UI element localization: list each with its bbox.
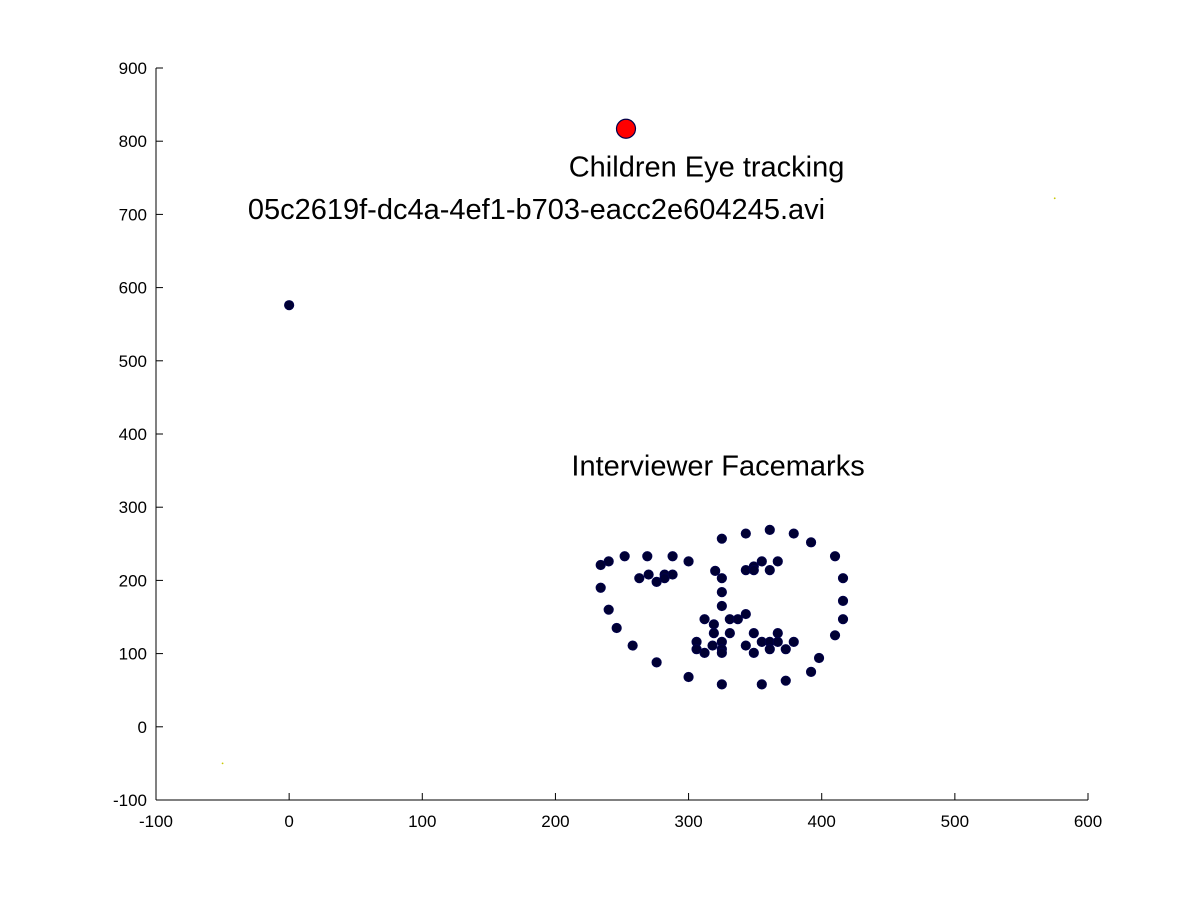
- facemark-point: [740, 528, 751, 539]
- x-tick-label: 0: [284, 812, 293, 831]
- x-tick-label: 400: [808, 812, 836, 831]
- x-ticks: -100 0 100 200 300 400 500 600: [139, 793, 1102, 831]
- facemark-point: [829, 551, 841, 562]
- facemark-point: [748, 647, 759, 658]
- facemark-point: [829, 630, 841, 641]
- facemark-point: [716, 647, 727, 658]
- eye-tracking-label: Children Eye tracking: [569, 151, 845, 183]
- facemark-point: [699, 647, 710, 658]
- facemark-point: [716, 533, 727, 544]
- x-tick-label: 500: [941, 812, 969, 831]
- facemark-point: [716, 600, 727, 612]
- facemark-point: [699, 614, 710, 625]
- facemark-point: [642, 551, 653, 562]
- y-tick-label: 800: [119, 132, 147, 151]
- y-tick-label: 400: [119, 425, 147, 444]
- facemark-point: [634, 573, 645, 584]
- y-tick-label: 600: [119, 279, 147, 298]
- facemark-point: [603, 604, 614, 615]
- annotations: Children Eye tracking 05c2619f-dc4a-4ef1…: [248, 151, 865, 482]
- facemark-point: [837, 573, 849, 584]
- facemark-point: [764, 644, 775, 655]
- facemark-point: [667, 569, 678, 580]
- outlier-point: [1053, 197, 1056, 200]
- facemark-point: [710, 565, 721, 576]
- facemark-point: [805, 537, 817, 548]
- facemark-point: [595, 582, 606, 593]
- facemark-point: [284, 300, 295, 311]
- facemark-point: [611, 622, 622, 634]
- facemark-point: [756, 679, 767, 690]
- facemark-point: [780, 675, 791, 686]
- facemark-point: [643, 569, 654, 580]
- facemark-point: [716, 573, 727, 584]
- facemark-point: [748, 628, 759, 639]
- video-filename-label: 05c2619f-dc4a-4ef1-b703-eacc2e604245.avi: [248, 194, 825, 226]
- facemark-point: [603, 556, 614, 567]
- facemark-point: [764, 524, 775, 535]
- facemark-point: [716, 587, 727, 598]
- facemark-point: [772, 556, 783, 567]
- facemark-point: [813, 652, 825, 664]
- facemark-point: [780, 644, 791, 655]
- facemark-point: [627, 640, 638, 651]
- facemark-point: [756, 556, 767, 567]
- x-tick-label: 600: [1074, 812, 1102, 831]
- facemark-point: [764, 565, 775, 576]
- facemark-point: [740, 608, 751, 620]
- facemark-point: [707, 640, 718, 651]
- y-tick-label: -100: [113, 791, 147, 810]
- facemark-point: [740, 640, 751, 651]
- y-tick-label: 100: [119, 645, 147, 664]
- y-tick-label: 300: [119, 498, 147, 517]
- facemark-point: [788, 528, 799, 539]
- facemark-point: [683, 671, 694, 683]
- facemark-point: [805, 666, 817, 678]
- facemark-point: [748, 565, 759, 576]
- data-points: [221, 118, 1056, 765]
- facemark-point: [683, 556, 694, 567]
- y-tick-label: 0: [138, 718, 147, 737]
- facemark-point: [651, 657, 662, 668]
- facemark-point: [772, 628, 783, 639]
- facemarks-label: Interviewer Facemarks: [571, 451, 864, 483]
- eye-tracking-point: [615, 118, 637, 139]
- facemark-point: [788, 636, 799, 647]
- facemark-point: [772, 636, 783, 647]
- y-tick-label: 500: [119, 352, 147, 371]
- facemark-point: [724, 628, 735, 639]
- facemark-point: [619, 551, 630, 562]
- facemark-point: [708, 628, 719, 639]
- y-ticks: -100 0 100 200 300 400 500 600 700 800 900: [113, 59, 163, 810]
- facemark-point: [732, 614, 743, 625]
- x-tick-label: -100: [139, 812, 173, 831]
- y-tick-label: 200: [119, 571, 147, 590]
- outlier-point: [221, 762, 224, 765]
- x-tick-label: 200: [541, 812, 569, 831]
- facemark-point: [708, 619, 719, 630]
- facemark-point: [716, 679, 727, 690]
- y-tick-label: 900: [119, 59, 147, 78]
- x-tick-label: 100: [408, 812, 436, 831]
- facemark-point: [837, 614, 849, 625]
- x-tick-label: 300: [674, 812, 702, 831]
- facemark-point: [667, 551, 678, 562]
- facemark-point: [837, 595, 849, 606]
- y-tick-label: 700: [119, 205, 147, 224]
